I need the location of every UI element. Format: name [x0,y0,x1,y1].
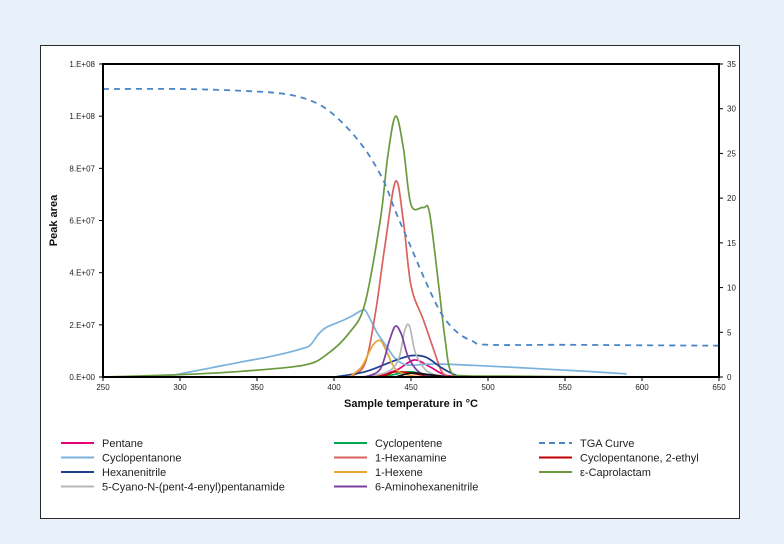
series-line-6-aminohexanenitrile [364,325,435,378]
x-tick-label: 550 [558,383,572,392]
legend-label-5-cyano-n-pent-4-enyl-pentanamide: 5-Cyano-N-(pent-4-enyl)pentanamide [102,482,285,494]
y-right-tick-label: 35 [727,60,736,69]
y-right-tick-label: 30 [727,105,736,114]
x-tick-label: 350 [250,383,264,392]
y-left-tick-label: 1.E+08 [69,60,95,69]
y-left-tick-label: 0.E+00 [69,373,95,382]
x-tick-label: 300 [173,383,187,392]
legend-label-6-aminohexanenitrile: 6-Aminohexanenitrile [375,482,478,494]
series-line-5-cyano-n-pent-4-enyl-pentanamide [364,323,443,378]
x-tick-label: 650 [712,383,726,392]
x-tick-label: 450 [404,383,418,392]
x-tick-label: 250 [96,383,110,392]
y-right-tick-label: 5 [727,328,732,337]
plot-layer [102,87,720,378]
x-axis-title: Sample temperature in °C [344,398,478,410]
y-right-tick-label: 20 [727,194,736,203]
y-left-tick-label: 6.E+07 [69,217,95,226]
legend-label-1-hexene: 1-Hexene [375,467,423,479]
y-right-tick-label: 15 [727,239,736,248]
y-left-tick-label: 2.E+07 [69,321,95,330]
chart-svg: 250 300 350 400 450 500 550 600 6500.E+002.E+074… [48,60,736,494]
chart-panel: 250 300 350 400 450 500 550 600 650 0.E+00 2.E+07 4… [40,45,740,519]
y-right-tick-label: 0 [727,373,732,382]
legend-label-tga-curve: TGA Curve [580,438,634,450]
legend-layer: Pentane Cyclopentene TGA Curve Cyclopentano… [61,438,699,494]
legend-label-caprolactam: ε-Caprolactam [580,467,651,479]
series-line-cyclopentanone [164,308,627,378]
legend-label-cyclopentanone-2-ethyl: Cyclopentanone, 2-ethyl [580,453,699,465]
legend-label-pentane: Pentane [102,438,143,450]
y-left-tick-label: 8.E+07 [69,164,95,173]
series-line-tga-curve [102,87,720,347]
series-line-caprolactam [102,115,643,378]
series-line-1-hexanamine [348,180,450,378]
y-left-tick-label: 4.E+07 [69,269,95,278]
series-line-1-hexene [348,339,427,378]
series-line-unlabeled [395,372,450,378]
x-tick-label: 400 [327,383,341,392]
legend-label-cyclopentanone: Cyclopentanone [102,453,182,465]
x-tick-label: 600 [635,383,649,392]
y-left-axis-title: Peak area [48,194,60,246]
y-right-tick-label: 10 [727,284,736,293]
axis-layer: 250 300 350 400 450 500 550 600 6500.E+002.E+074… [48,60,736,410]
legend-label-cyclopentene: Cyclopentene [375,438,442,450]
y-left-tick-label: 1.E+08 [69,112,95,121]
y-right-tick-label: 25 [727,149,736,158]
x-tick-label: 500 [481,383,495,392]
legend-label-hexanenitrile: Hexanenitrile [102,467,166,479]
legend-label-1-hexanamine: 1-Hexanamine [375,453,447,465]
